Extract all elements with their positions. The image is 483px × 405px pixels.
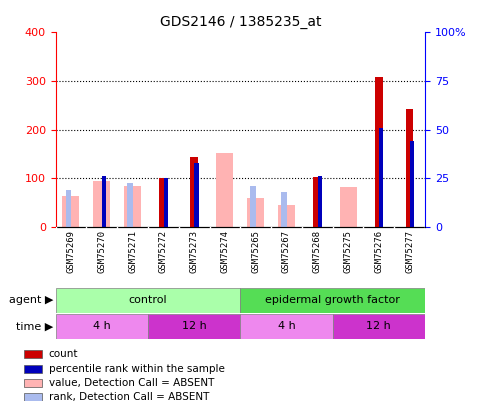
Bar [124, 186, 141, 227]
Text: 12 h: 12 h [367, 322, 391, 331]
Title: GDS2146 / 1385235_at: GDS2146 / 1385235_at [159, 15, 321, 29]
Bar [375, 77, 383, 227]
Bar [93, 181, 110, 227]
Text: GSM75274: GSM75274 [220, 230, 229, 273]
Bar [102, 176, 106, 227]
Bar [128, 183, 133, 227]
Text: GSM75272: GSM75272 [159, 230, 168, 273]
Text: time ▶: time ▶ [16, 322, 53, 331]
Bar [241, 288, 425, 313]
Bar [56, 314, 148, 339]
Text: GSM75267: GSM75267 [282, 230, 291, 273]
Text: rank, Detection Call = ABSENT: rank, Detection Call = ABSENT [48, 392, 209, 402]
Text: GSM75269: GSM75269 [67, 230, 75, 273]
Text: control: control [128, 295, 167, 305]
Text: GSM75271: GSM75271 [128, 230, 137, 273]
Bar [410, 141, 414, 227]
Bar [66, 190, 71, 227]
Bar [278, 205, 295, 227]
Bar [148, 314, 241, 339]
Text: GSM75265: GSM75265 [251, 230, 260, 273]
Text: GSM75277: GSM75277 [405, 230, 414, 273]
Bar [62, 196, 79, 227]
Bar [24, 379, 42, 387]
Text: GSM75273: GSM75273 [190, 230, 199, 273]
Bar [24, 350, 42, 358]
Text: 4 h: 4 h [93, 322, 111, 331]
Bar [216, 153, 233, 227]
Text: agent ▶: agent ▶ [9, 295, 53, 305]
Text: epidermal growth factor: epidermal growth factor [265, 295, 400, 305]
Text: GSM75276: GSM75276 [374, 230, 384, 273]
Text: GSM75270: GSM75270 [97, 230, 106, 273]
Text: 4 h: 4 h [278, 322, 295, 331]
Text: 12 h: 12 h [182, 322, 206, 331]
Bar [318, 176, 322, 227]
Bar [159, 178, 167, 227]
Bar [241, 314, 333, 339]
Bar [164, 178, 168, 227]
Text: count: count [48, 350, 78, 360]
Bar [333, 314, 425, 339]
Bar [313, 177, 321, 227]
Bar [195, 163, 199, 227]
Bar [190, 157, 198, 227]
Bar [379, 128, 384, 227]
Bar [281, 192, 287, 227]
Text: GSM75275: GSM75275 [343, 230, 353, 273]
Text: value, Detection Call = ABSENT: value, Detection Call = ABSENT [48, 378, 214, 388]
Text: GSM75268: GSM75268 [313, 230, 322, 273]
Bar [24, 364, 42, 373]
Bar [340, 187, 356, 227]
Bar [406, 109, 413, 227]
Bar [56, 288, 241, 313]
Bar [247, 198, 264, 227]
Bar [24, 393, 42, 401]
Bar [251, 186, 256, 227]
Text: percentile rank within the sample: percentile rank within the sample [48, 364, 225, 374]
